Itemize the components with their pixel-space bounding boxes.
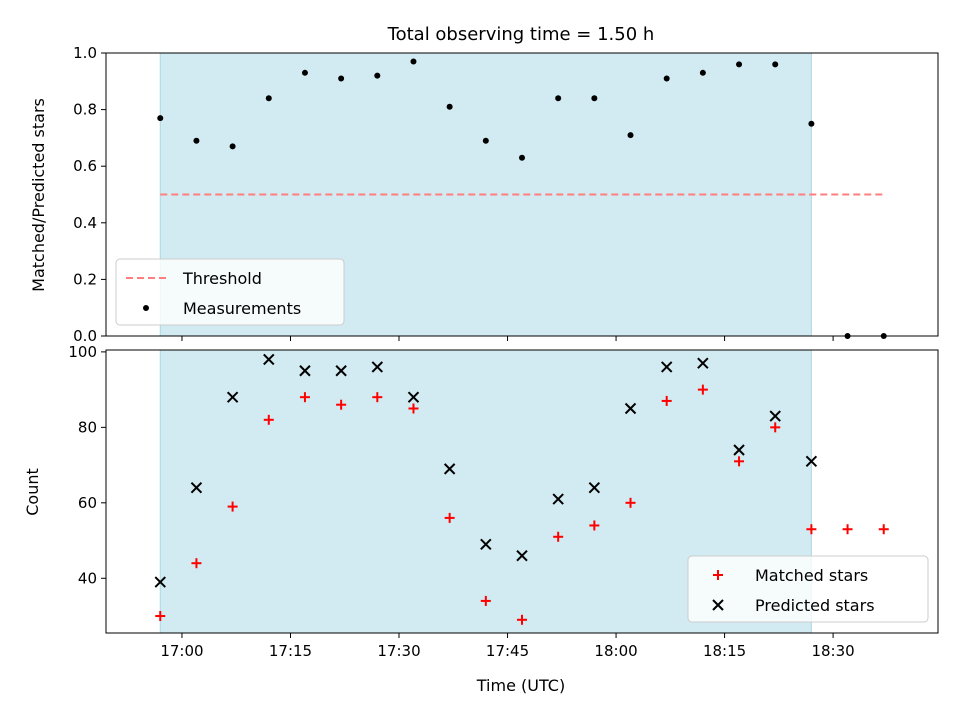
measurements-point: [772, 61, 779, 68]
matched-stars-point: [842, 524, 853, 535]
predicted-stars-point: [226, 391, 239, 403]
count-legend: Matched stars Predicted stars: [687, 555, 929, 623]
legend-predicted-stars-swatch: [712, 599, 724, 611]
count-y-tick-label: 80: [78, 418, 97, 436]
predicted-stars-point: [624, 402, 637, 415]
predicted-stars-point: [769, 410, 781, 422]
ratio-legend: Threshold Measurements: [115, 258, 345, 326]
measurements-point: [301, 69, 308, 76]
ratio-axes-frame: [105, 52, 939, 337]
legend-threshold-label: Threshold: [182, 269, 262, 288]
measurements-point: [627, 132, 634, 139]
measurements-point: [229, 143, 236, 150]
measurements-point: [265, 95, 272, 102]
matched-stars-point: [191, 558, 202, 569]
x-tick-label: 18:15: [703, 642, 746, 660]
count-y-tick-label: 100: [68, 343, 97, 361]
ratio-panel: 0.0 0.2 0.4 0.6 0.8 1.0 Threshold Measurements: [73, 44, 939, 345]
matched-stars-point: [661, 395, 672, 406]
predicted-stars-point: [407, 391, 420, 403]
x-tick-label: 17:45: [486, 642, 529, 660]
matched-stars-point: [770, 422, 781, 433]
matched-stars-point: [227, 501, 238, 512]
measurements-point: [374, 72, 381, 79]
matched-stars-point: [553, 531, 564, 542]
matched-stars-point: [336, 399, 347, 410]
matched-stars-point: [408, 403, 419, 414]
count-y-tick-label: 40: [78, 569, 97, 587]
predicted-stars-point: [552, 493, 564, 505]
measurements-point: [519, 154, 525, 161]
x-tick-label: 17:00: [160, 642, 203, 660]
measurements-point: [193, 137, 200, 144]
ratio-y-tick-label: 0.6: [73, 157, 97, 175]
ratio-y-tick-label: 0.2: [73, 270, 97, 288]
legend-matched-stars-label: Matched stars: [755, 566, 868, 585]
x-tick-label: 18:30: [811, 642, 854, 660]
matched-stars-point: [589, 520, 600, 531]
matched-stars-point: [625, 497, 636, 508]
count-y-axis-label: Count: [23, 468, 42, 516]
measurements-point: [736, 61, 743, 68]
measurements-point: [410, 58, 417, 65]
x-axis-label: Time (UTC): [476, 676, 565, 695]
matched-stars-point: [263, 414, 274, 425]
predicted-stars-point: [660, 361, 673, 373]
predicted-stars-point: [480, 538, 492, 551]
predicted-stars-point: [371, 361, 384, 373]
count-y-tick-label: 60: [78, 494, 97, 512]
measurements-point: [157, 115, 164, 122]
predicted-stars-point: [733, 444, 745, 456]
matched-stars-point: [734, 456, 745, 467]
legend-matched-stars-swatch: [713, 570, 723, 580]
ratio-y-tick-label: 0.4: [73, 214, 97, 232]
count-panel: 40 60 80 100 17:00 17:15 17:30 17:45 18:00 18:15 1…: [68, 343, 939, 660]
predicted-stars-point: [443, 463, 456, 475]
measurements-point: [663, 75, 670, 82]
predicted-stars-point: [299, 365, 311, 377]
count-legend-box: [687, 555, 929, 623]
matched-stars-point: [155, 611, 166, 622]
measurements-point: [591, 95, 598, 102]
predicted-stars-point: [805, 455, 818, 468]
matched-stars-point: [878, 524, 889, 535]
predicted-stars-point: [263, 353, 275, 366]
predicted-stars-point: [335, 365, 347, 377]
legend-measurements-label: Measurements: [183, 299, 301, 318]
legend-predicted-stars-label: Predicted stars: [755, 596, 875, 615]
matched-stars-point: [299, 392, 310, 403]
measurements-point: [808, 120, 815, 127]
x-tick-label: 17:30: [377, 642, 420, 660]
predicted-stars-point: [516, 549, 528, 562]
predicted-stars-point: [190, 482, 203, 494]
predicted-stars-point: [588, 482, 601, 494]
measurements-point: [482, 137, 489, 144]
x-tick-label: 17:15: [269, 642, 312, 660]
legend-measurements-swatch: [143, 305, 149, 311]
ratio-legend-box: [115, 258, 345, 326]
matched-stars-point: [697, 384, 708, 395]
x-tick-label: 18:00: [594, 642, 637, 660]
ratio-y-tick-label: 0.0: [73, 327, 97, 345]
matched-stars-point: [480, 595, 491, 606]
ratio-y-axis-label: Matched/Predicted stars: [29, 98, 48, 292]
matched-stars-point: [517, 614, 527, 625]
count-axes-frame: [105, 349, 939, 634]
measurements-point: [446, 103, 453, 110]
predicted-stars-point: [697, 357, 709, 369]
measurements-point: [699, 69, 706, 76]
ratio-y-tick-label: 1.0: [73, 44, 97, 62]
matched-stars-point: [806, 524, 817, 535]
ratio-y-tick-label: 0.8: [73, 101, 97, 119]
matched-stars-point: [372, 392, 383, 403]
predicted-stars-point: [154, 576, 166, 588]
chart-title: Total observing time = 1.50 h: [387, 24, 655, 45]
measurements-point: [555, 95, 562, 102]
matched-stars-point: [444, 512, 455, 523]
measurements-point: [338, 75, 345, 82]
